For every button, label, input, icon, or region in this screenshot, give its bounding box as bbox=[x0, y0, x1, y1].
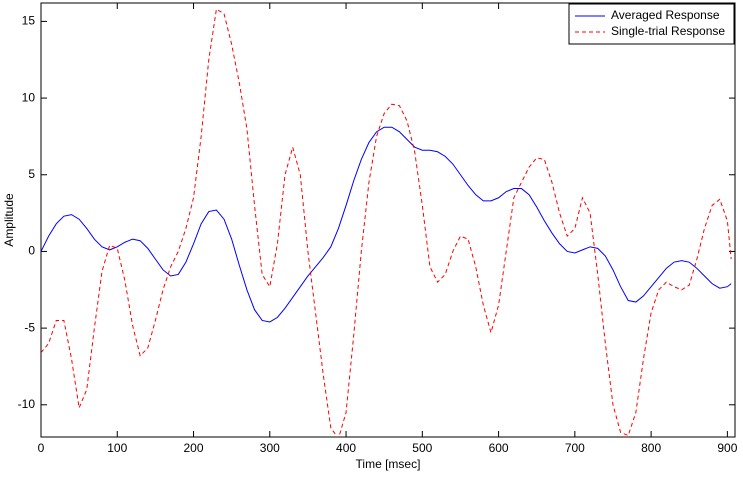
legend-box bbox=[568, 3, 735, 45]
plot-lines bbox=[41, 8, 732, 437]
x-tick-label: 500 bbox=[412, 441, 432, 455]
y-tick-label: -10 bbox=[18, 397, 36, 411]
x-tick-label: 0 bbox=[38, 441, 45, 455]
y-tick-label: 0 bbox=[28, 244, 35, 258]
y-axis-label: Amplitude bbox=[2, 193, 16, 247]
y-tick-label: 15 bbox=[22, 14, 36, 28]
x-axis-label: Time [msec] bbox=[356, 457, 421, 471]
legend-label: Averaged Response bbox=[611, 8, 720, 22]
y-tick-label: -5 bbox=[24, 320, 35, 334]
series-line bbox=[41, 8, 732, 437]
x-tick-label: 800 bbox=[641, 441, 661, 455]
y-tick-label: 5 bbox=[28, 167, 35, 181]
x-tick-label: 300 bbox=[260, 441, 280, 455]
plot-frame bbox=[40, 2, 736, 438]
y-tick-label: 10 bbox=[22, 90, 36, 104]
legend-label: Single-trial Response bbox=[611, 24, 725, 38]
x-tick-label: 100 bbox=[107, 441, 127, 455]
x-tick-label: 200 bbox=[184, 441, 204, 455]
x-tick-label: 700 bbox=[565, 441, 585, 455]
series-line bbox=[41, 126, 732, 323]
x-tick-label: 400 bbox=[336, 441, 356, 455]
x-tick-label: 600 bbox=[489, 441, 509, 455]
x-tick-label: 900 bbox=[717, 441, 737, 455]
